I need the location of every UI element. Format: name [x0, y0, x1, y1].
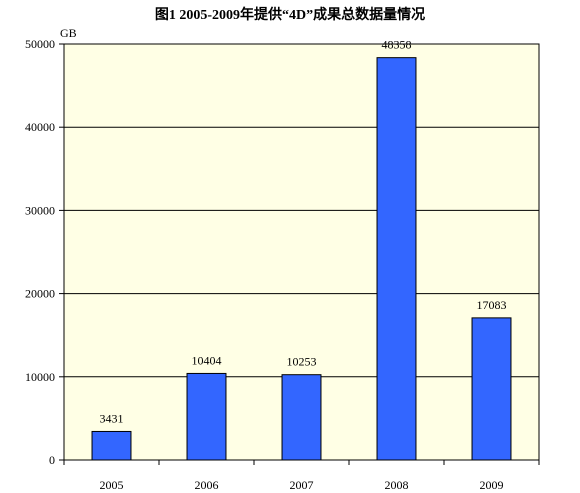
x-tick-label: 2009 [480, 478, 504, 492]
data-label-2007: 10253 [287, 355, 317, 369]
bar-2006 [186, 372, 227, 461]
y-tick-label: 30000 [25, 203, 55, 217]
bar-2007 [281, 374, 322, 461]
bars [91, 57, 512, 461]
bar-2008 [376, 57, 417, 461]
chart-title: 图1 2005-2009年提供“4D”成果总数据量情况 [155, 6, 425, 23]
y-tick-label: 40000 [25, 120, 55, 134]
data-label-2005: 3431 [100, 411, 124, 425]
x-tick-label: 2005 [100, 478, 124, 492]
x-tick-label: 2006 [195, 478, 219, 492]
bar-2009 [471, 317, 512, 461]
y-tick-label: 50000 [25, 37, 55, 51]
x-tick-label: 2007 [290, 478, 314, 492]
y-axis-ticks: 0 10000 20000 30000 40000 50000 [25, 37, 64, 467]
y-tick-label: 20000 [25, 287, 55, 301]
x-tick-label: 2008 [385, 478, 409, 492]
y-tick-label: 10000 [25, 370, 55, 384]
data-label-2006: 10404 [192, 353, 222, 367]
bar-2005 [91, 430, 132, 461]
data-label-2008: 48358 [382, 38, 412, 52]
y-axis-unit: GB [60, 26, 77, 40]
data-labels: 3431 10404 10253 48358 17083 [100, 38, 507, 426]
y-tick-label: 0 [49, 453, 55, 467]
data-label-2009: 17083 [477, 298, 507, 312]
x-axis-ticks: 2005 2006 2007 2008 2009 [63, 460, 540, 492]
